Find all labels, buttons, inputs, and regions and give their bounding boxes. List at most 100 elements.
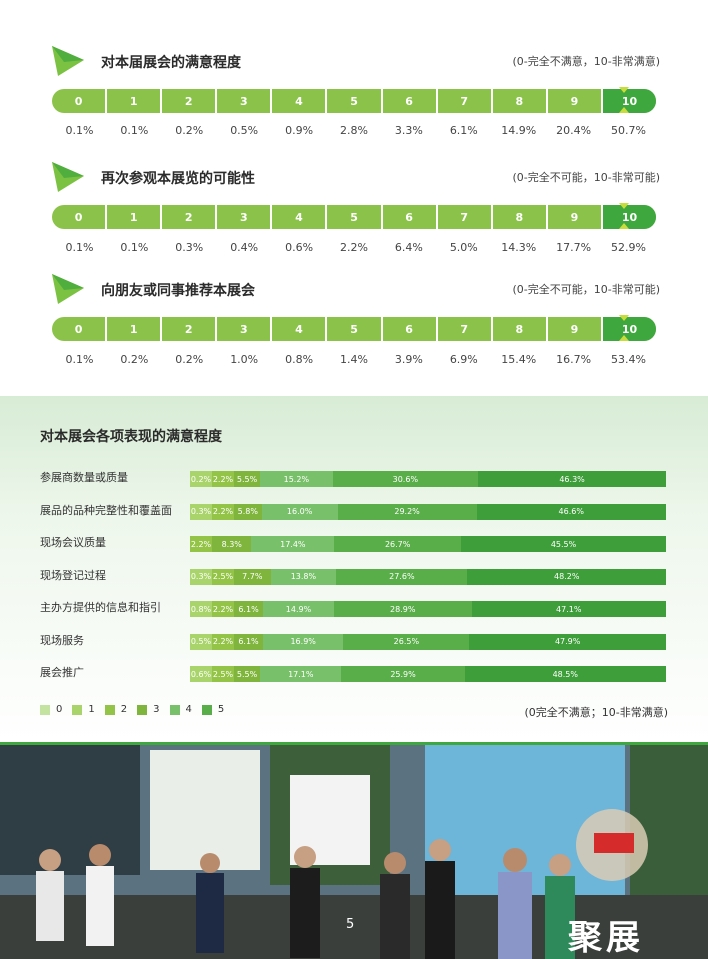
bar-segment: 25.9% — [341, 666, 465, 682]
legend-item: 1 — [72, 704, 95, 715]
rating-scale: 0 1 2 3 4 5 6 7 8 9 10 — [52, 317, 656, 341]
triangle-arrow-icon — [52, 46, 84, 76]
legend-swatch — [72, 704, 83, 715]
marker-top-icon — [619, 87, 629, 93]
legend-label: 4 — [185, 704, 192, 715]
percent-value: 52.9% — [611, 241, 646, 254]
performance-chart-panel: 对本展会各项表现的满意程度 参展商数量或质量 0.2% 2.2% 5.5% 15.2% 3… — [0, 396, 708, 744]
percent-value: 0.2% — [175, 124, 204, 137]
percent-value: 0.2% — [120, 353, 149, 366]
percent-value: 14.3% — [501, 241, 537, 254]
percent-value: 5.0% — [449, 241, 478, 254]
bar-segment: 7.7% — [234, 568, 271, 585]
percent-value: 0.5% — [230, 124, 259, 137]
exhibition-photo-art — [0, 745, 708, 959]
percent-value: 0.8% — [285, 353, 314, 366]
scale-cell: 6 — [383, 205, 438, 229]
scale-cell: 4 — [272, 317, 328, 341]
section-header: 再次参观本展览的可能性 (0-完全不可能，10-非常可能) — [52, 162, 662, 192]
chart-note: (0完全不满意；10-非常满意) — [524, 706, 668, 719]
bar-segment: 48.5% — [464, 666, 666, 682]
section-header: 对本届展会的满意程度 (0-完全不满意，10-非常满意) — [52, 46, 662, 76]
scale-cell: 6 — [383, 317, 438, 341]
bar-segment: 2.2% — [190, 536, 212, 552]
stacked-bar: 0.3% 2.5% 7.7% 13.8% 27.6% 48.2% — [190, 568, 666, 585]
scale-cell: 5 — [327, 317, 383, 341]
marker-bottom-icon — [619, 335, 629, 341]
stacked-bar: 2.2% 8.3% 17.4% 26.7% 45.5% — [190, 536, 666, 552]
percent-value: 53.4% — [611, 353, 646, 366]
chart-title: 对本展会各项表现的满意程度 — [40, 429, 222, 445]
legend-item: 4 — [169, 704, 192, 715]
bar-segment: 5.5% — [234, 666, 261, 682]
scale-cell: 4 — [272, 89, 328, 113]
scale-cell: 9 — [548, 89, 603, 113]
scale-cell: 9 — [548, 205, 603, 229]
percent-row: 0.1% 0.1% 0.2% 0.5% 0.9% 2.8% 3.3% 6.1% … — [52, 124, 656, 137]
scale-cell-selected: 10 — [602, 317, 656, 341]
bar-segment: 2.5% — [212, 568, 234, 585]
rating-scale: 0 1 2 3 4 5 6 7 8 9 10 — [52, 205, 656, 229]
scale-cell: 8 — [493, 205, 548, 229]
triangle-arrow-icon — [52, 274, 84, 304]
scale-cell: 3 — [217, 89, 273, 113]
row-label: 展品的品种完整性和覆盖面 — [40, 503, 172, 517]
bar-segment: 15.2% — [260, 471, 333, 487]
percent-value: 1.4% — [340, 353, 368, 366]
legend-label: 1 — [88, 704, 95, 715]
bar-segment: 0.3% — [190, 503, 212, 520]
percent-value: 0.1% — [65, 241, 94, 254]
bar-segment: 2.5% — [212, 666, 234, 682]
marker-top-icon — [619, 203, 629, 209]
scale-cell: 3 — [217, 317, 273, 341]
legend-swatch — [137, 704, 148, 715]
rating-scale: 0 1 2 3 4 5 6 7 8 9 10 — [52, 89, 656, 113]
percent-row: 0.1% 0.1% 0.3% 0.4% 0.6% 2.2% 6.4% 5.0% … — [52, 241, 656, 254]
bar-segment: 26.7% — [334, 536, 462, 552]
scale-cell: 2 — [162, 89, 218, 113]
scale-cell: 4 — [272, 205, 328, 229]
marker-bottom-icon — [619, 223, 629, 229]
legend-swatch — [104, 704, 115, 715]
percent-value: 0.9% — [285, 124, 314, 137]
percent-value: 15.4% — [501, 353, 537, 366]
scale-cell-selected: 10 — [602, 205, 656, 229]
row-label: 展会推广 — [40, 666, 84, 679]
bar-segment: 5.8% — [234, 503, 262, 520]
section-title: 向朋友或同事推荐本展会 — [101, 283, 255, 299]
scale-cell: 3 — [217, 205, 273, 229]
bar-segment: 0.5% — [190, 633, 212, 650]
legend-item: 3 — [137, 704, 160, 715]
scale-cell: 2 — [162, 205, 218, 229]
bar-segment: 26.5% — [343, 633, 470, 650]
percent-value: 6.9% — [449, 353, 478, 366]
scale-cell: 1 — [107, 205, 163, 229]
percent-value: 0.1% — [65, 353, 94, 366]
legend-label: 0 — [56, 704, 63, 715]
section-title: 对本届展会的满意程度 — [101, 55, 241, 71]
bar-segment: 16.0% — [261, 503, 338, 520]
scale-cell: 2 — [162, 317, 218, 341]
bar-segment: 28.9% — [333, 601, 472, 617]
legend-label: 3 — [153, 704, 160, 715]
section-title: 再次参观本展览的可能性 — [101, 171, 255, 187]
legend-item: 2 — [104, 704, 127, 715]
percent-value: 6.1% — [449, 124, 478, 137]
bar-segment: 8.3% — [212, 536, 252, 552]
stacked-bar: 0.5% 2.2% 6.1% 16.9% 26.5% 47.9% — [190, 633, 666, 650]
marker-bottom-icon — [619, 107, 629, 113]
percent-value: 17.7% — [556, 241, 592, 254]
bar-segment: 27.6% — [336, 568, 468, 585]
percent-value: 0.6% — [285, 241, 314, 254]
scale-cell: 9 — [548, 317, 603, 341]
legend-item: 0 — [40, 704, 62, 715]
legend-item: 5 — [201, 704, 224, 715]
bar-segment: 5.5% — [234, 471, 261, 487]
scale-cell: 0 — [52, 317, 108, 341]
percent-row: 0.1% 0.2% 0.2% 1.0% 0.8% 1.4% 3.9% 6.9% … — [52, 353, 656, 366]
percent-value: 0.1% — [120, 241, 149, 254]
scale-cell: 0 — [52, 89, 108, 113]
stacked-bar: 0.2% 2.2% 5.5% 15.2% 30.6% 46.3% — [190, 471, 666, 487]
percent-value: 0.4% — [230, 241, 259, 254]
percent-value: 0.2% — [175, 353, 204, 366]
